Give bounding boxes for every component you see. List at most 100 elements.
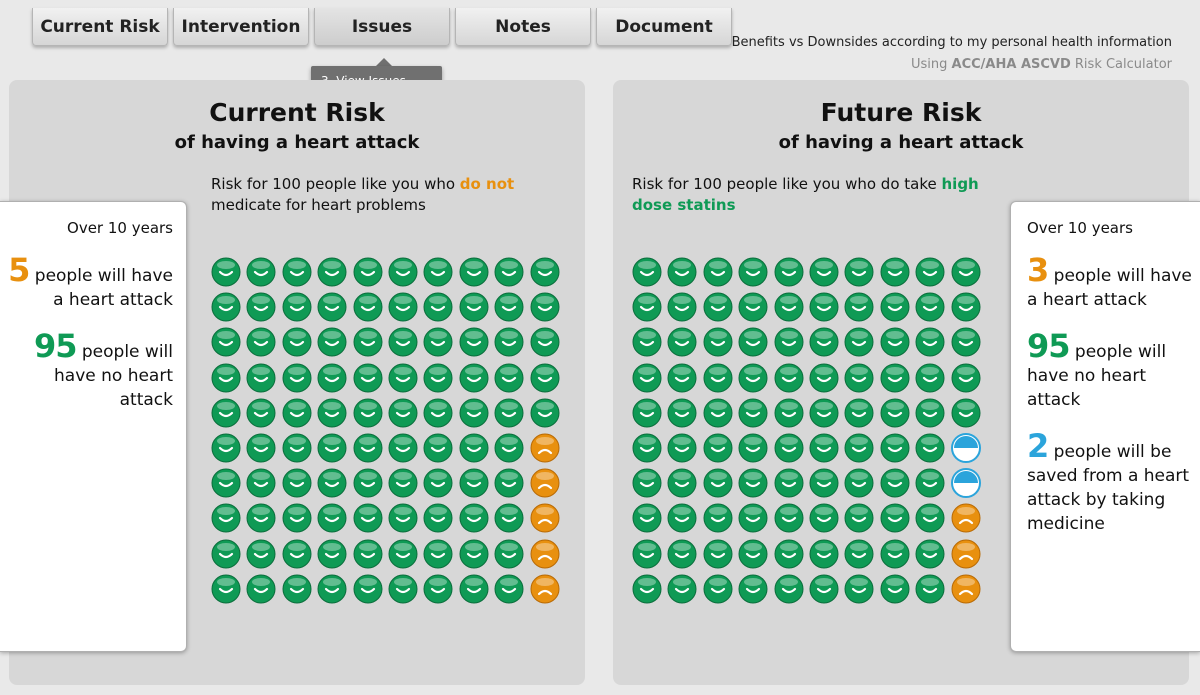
happy-person-icon — [282, 327, 312, 357]
happy-person-icon — [388, 327, 418, 357]
happy-person-icon — [353, 574, 383, 604]
happy-person-icon — [211, 503, 241, 533]
no-heart-attack-stat: 95 people will have no heart attack — [1027, 330, 1200, 412]
happy-person-icon — [880, 398, 910, 428]
desc-highlight: do not — [459, 175, 515, 193]
tab-current-risk[interactable]: Current Risk — [32, 8, 168, 46]
happy-person-icon — [317, 292, 347, 322]
happy-person-icon — [282, 468, 312, 498]
tab-issues[interactable]: Issues — [314, 8, 450, 46]
happy-person-icon — [632, 539, 662, 568]
happy-person-icon — [703, 257, 733, 287]
future-risk-subtitle: of having a heart attack — [778, 132, 1024, 153]
happy-person-icon — [459, 539, 489, 568]
happy-person-icon — [317, 503, 347, 533]
happy-person-icon — [738, 327, 768, 357]
happy-person-icon — [738, 468, 768, 498]
future-risk-description: Risk for 100 people like you who do take… — [632, 174, 992, 216]
happy-person-icon — [388, 292, 418, 322]
calculator-line: Using ACC/AHA ASCVD Risk Calculator — [732, 54, 1172, 76]
happy-person-icon — [880, 292, 910, 322]
heart-attack-count: 5 — [8, 251, 30, 289]
tab-intervention[interactable]: Intervention — [173, 8, 309, 46]
happy-person-icon — [703, 468, 733, 498]
happy-person-icon — [703, 398, 733, 428]
happy-person-icon — [880, 503, 910, 533]
happy-person-icon — [667, 539, 697, 568]
happy-person-icon — [353, 257, 383, 287]
happy-person-icon — [459, 327, 489, 357]
happy-person-icon — [459, 468, 489, 498]
happy-person-icon — [703, 327, 733, 357]
happy-person-icon — [809, 468, 839, 498]
happy-person-icon — [809, 433, 839, 463]
happy-person-icon — [459, 257, 489, 287]
happy-person-icon — [423, 468, 453, 498]
happy-person-icon — [774, 574, 804, 604]
happy-person-icon — [844, 574, 874, 604]
happy-person-icon — [494, 398, 524, 428]
happy-person-icon — [423, 503, 453, 533]
happy-person-icon — [388, 574, 418, 604]
happy-person-icon — [353, 327, 383, 357]
happy-person-icon — [530, 292, 560, 322]
saved-person-icon — [950, 432, 981, 463]
sad-person-icon — [951, 503, 981, 533]
happy-person-icon — [211, 327, 241, 357]
heart-attack-stat: 5 people will have a heart attack — [0, 254, 173, 312]
calculator-info: Benefits vs Downsides according to my pe… — [732, 32, 1172, 76]
desc-highlight: high dose statins — [632, 175, 979, 214]
happy-person-icon — [809, 363, 839, 393]
happy-person-icon — [388, 257, 418, 287]
happy-person-icon — [494, 257, 524, 287]
happy-person-icon — [211, 539, 241, 568]
happy-person-icon — [738, 257, 768, 287]
happy-person-icon — [774, 398, 804, 428]
happy-person-icon — [317, 468, 347, 498]
happy-person-icon — [844, 327, 874, 357]
benefits-line: Benefits vs Downsides according to my pe… — [731, 35, 1172, 50]
happy-person-icon — [915, 503, 945, 533]
happy-person-icon — [632, 398, 662, 428]
happy-person-icon — [774, 503, 804, 533]
happy-person-icon — [282, 433, 312, 463]
happy-person-icon — [667, 327, 697, 357]
happy-person-icon — [844, 363, 874, 393]
happy-person-icon — [774, 363, 804, 393]
years-label: Over 10 years — [67, 219, 173, 237]
tab-document[interactable]: Document — [596, 8, 732, 46]
happy-person-icon — [703, 363, 733, 393]
happy-person-icon — [423, 574, 453, 604]
happy-person-icon — [774, 433, 804, 463]
desc-text: Risk for 100 people like you who — [211, 175, 460, 193]
tooltip-arrow — [376, 58, 392, 66]
happy-person-icon — [809, 327, 839, 357]
desc-text: Risk for 100 people like you who do take — [632, 175, 942, 193]
happy-person-icon — [774, 292, 804, 322]
happy-person-icon — [951, 292, 981, 322]
happy-person-icon — [246, 503, 276, 533]
happy-person-icon — [459, 292, 489, 322]
happy-person-icon — [282, 363, 312, 393]
current-risk-description: Risk for 100 people like you who do not … — [211, 174, 541, 216]
happy-person-icon — [880, 539, 910, 568]
happy-person-icon — [388, 539, 418, 568]
tab-notes[interactable]: Notes — [455, 8, 591, 46]
no-heart-attack-stat: 95 people will have no heart attack — [0, 330, 173, 412]
happy-person-icon — [282, 398, 312, 428]
happy-person-icon — [494, 363, 524, 393]
happy-person-icon — [211, 257, 241, 287]
happy-person-icon — [246, 539, 276, 568]
happy-person-icon — [667, 503, 697, 533]
happy-person-icon — [915, 468, 945, 498]
happy-person-icon — [353, 363, 383, 393]
heart-attack-stat: 3 people will have a heart attack — [1027, 254, 1200, 312]
happy-person-icon — [246, 363, 276, 393]
heart-attack-text: people will have a heart attack — [1027, 266, 1192, 310]
happy-person-icon — [738, 539, 768, 568]
happy-person-icon — [530, 327, 560, 357]
sad-person-icon — [530, 503, 560, 533]
happy-person-icon — [494, 468, 524, 498]
happy-person-icon — [667, 257, 697, 287]
happy-person-icon — [388, 363, 418, 393]
